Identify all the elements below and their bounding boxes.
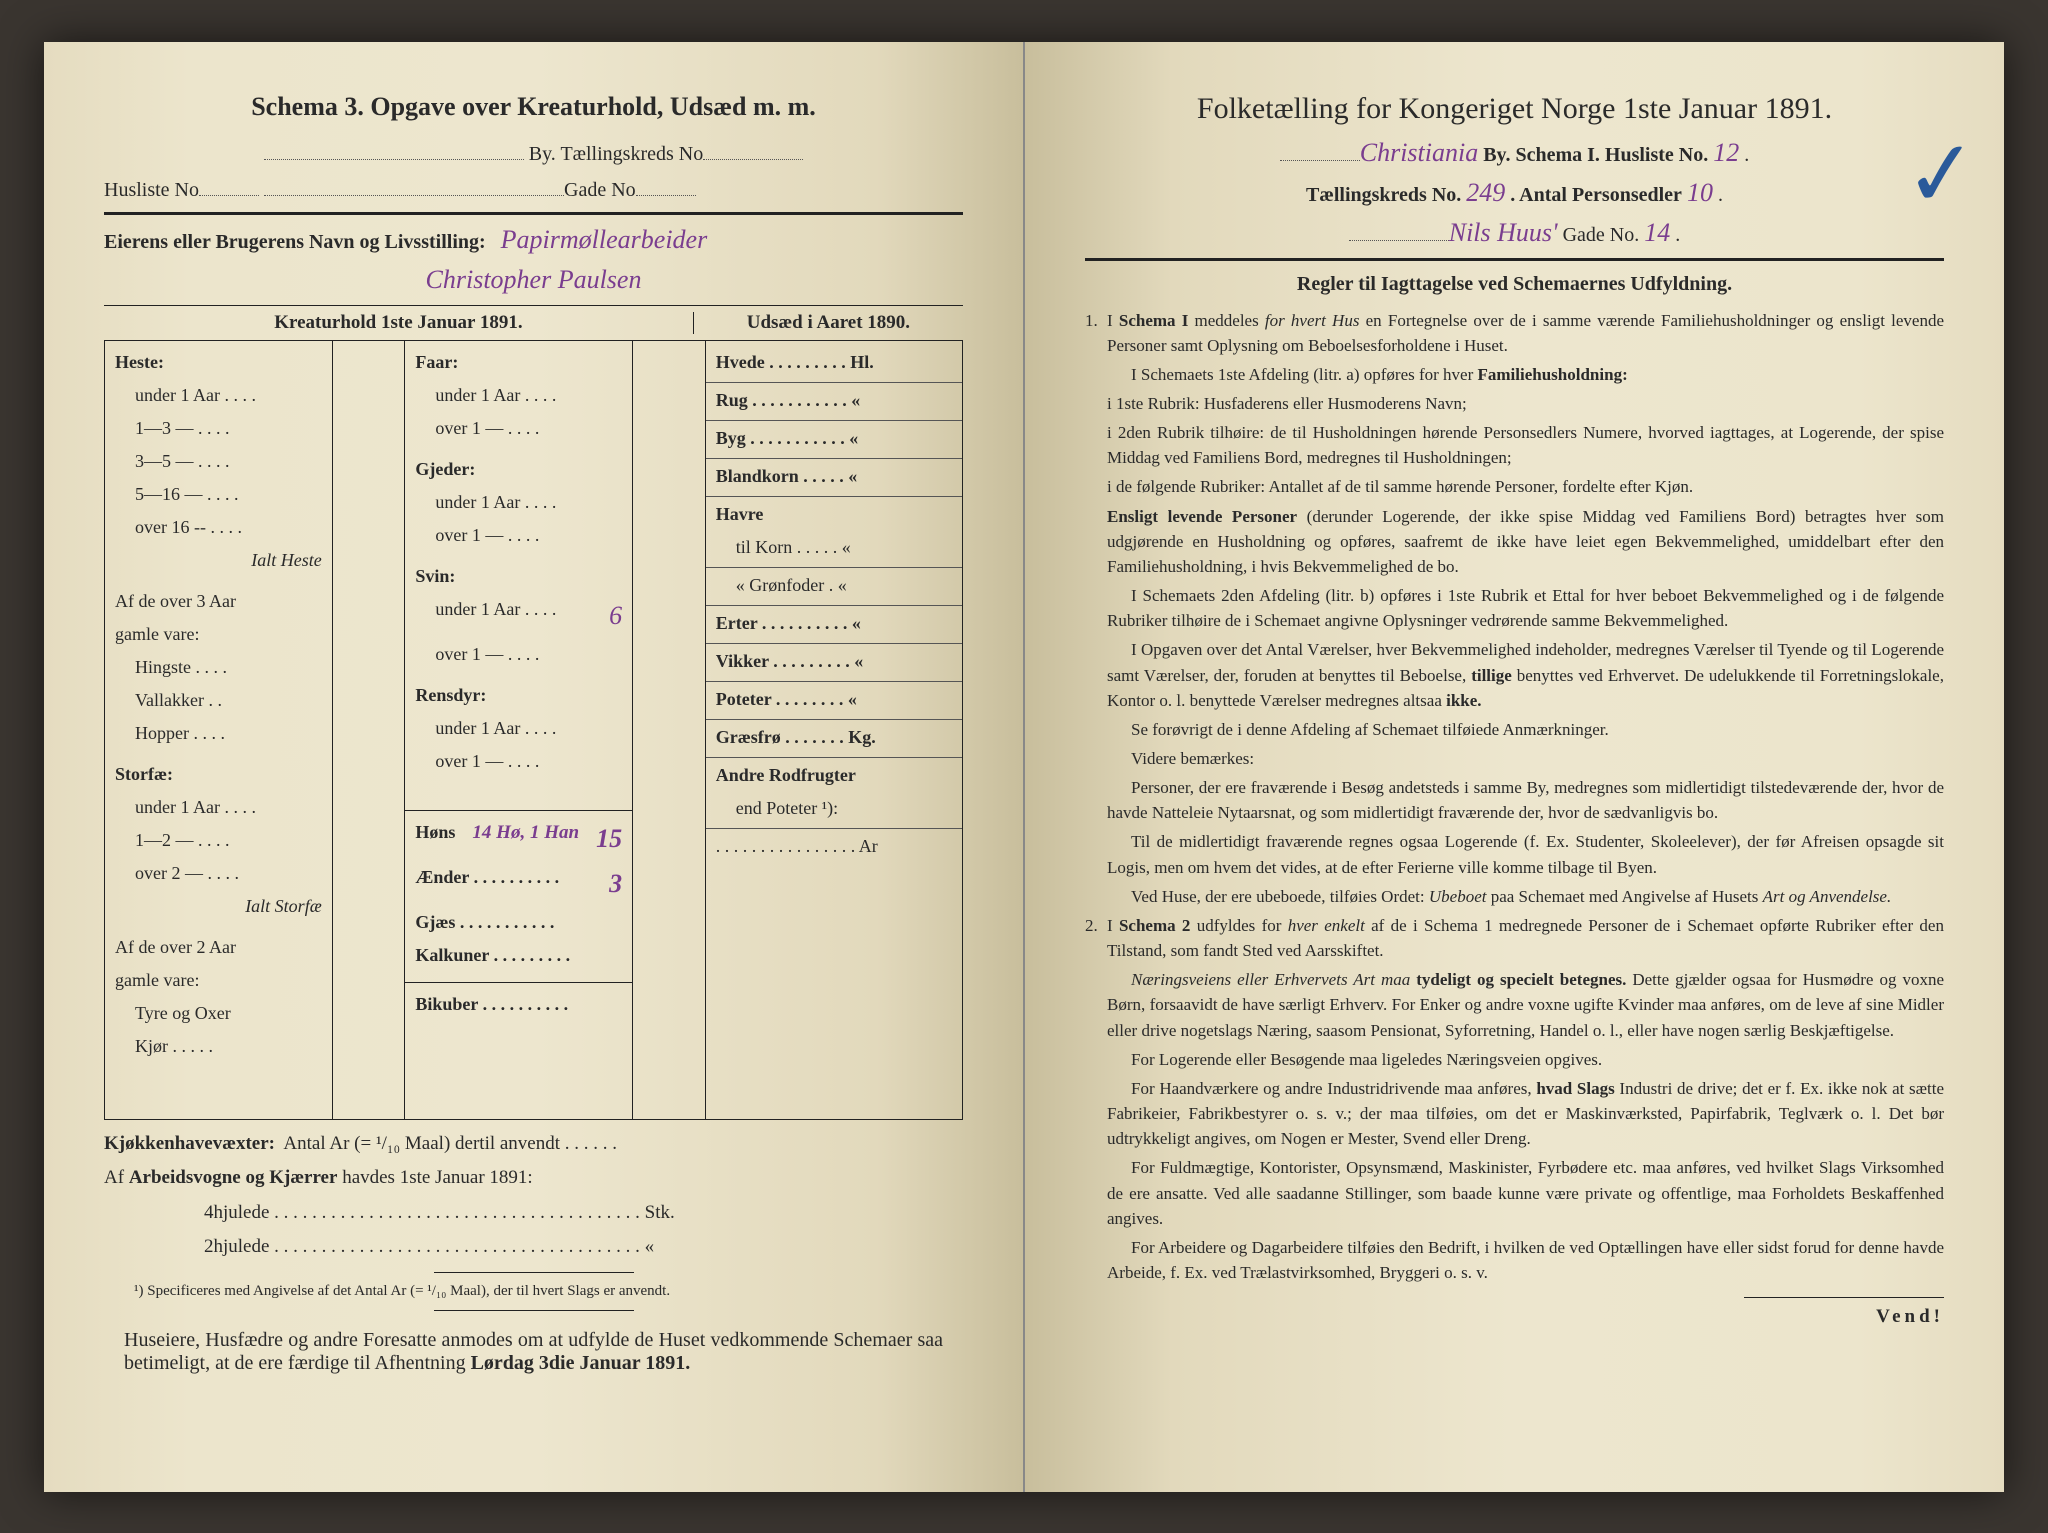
checkmark-icon: ✓ [1899,118,1983,229]
bottom-instruction: Huseiere, Husfædre og andre Foresatte an… [104,1329,963,1375]
schema3-title: Schema 3. Opgave over Kreaturhold, Udsæd… [104,92,963,122]
hw-tk-no: 249 [1466,178,1505,207]
hw-street: Nils Huus' [1449,218,1558,247]
city-line: Christiania By. Schema I. Husliste No. 1… [1085,138,1944,168]
col-heste-storfae: Heste: under 1 Aar . . . . 1—3 — . . . .… [105,341,333,1119]
hw-occupation: Papirmøllearbeider [501,225,708,255]
census-title: Folketælling for Kongeriget Norge 1ste J… [1085,92,1944,126]
hw-svin-count: 6 [609,596,622,635]
vend-label: Vend! [1085,1306,1944,1328]
gade-line: Nils Huus' Gade No. 14 . [1085,218,1944,248]
hw-name: Christopher Paulsen [426,265,642,294]
col-blank1 [333,341,406,1119]
hw-antal: 10 [1687,178,1713,207]
tk-line: Tællingskreds No. 249 . Antal Personsedl… [1085,178,1944,208]
husliste-line: Husliste No Gade No [104,176,963,202]
col-blank2 [633,341,706,1119]
col-udsaed: Hvede . . . . . . . . . Hl. Rug . . . . … [706,341,962,1119]
rules-heading: Regler til Iagttagelse ved Schemaernes U… [1085,273,1944,296]
livestock-table: Heste: under 1 Aar . . . . 1—3 — . . . .… [104,340,963,1120]
kjokken-line: Kjøkkenhavevæxter: Antal Ar (= ¹/₁₀ Maal… [104,1130,963,1159]
page-right-schema1: ✓ Folketælling for Kongeriget Norge 1ste… [1025,42,2004,1492]
col-faar-etc: Faar: under 1 Aar . . . . over 1 — . . .… [405,341,633,1119]
hw-hons-note: 14 Hø, 1 Han [472,819,579,858]
owner-line: Eierens eller Brugerens Navn og Livsstil… [104,225,963,255]
columns-header: Kreaturhold 1ste Januar 1891. Udsæd i Aa… [104,312,963,334]
rules-body: 1. I Schema I meddeles for hvert Hus en … [1085,308,1944,1290]
by-line: By. Tællingskreds No [104,140,963,166]
hw-husliste-no: 12 [1713,138,1739,167]
hw-hons-count: 15 [596,819,622,858]
hw-gade-no: 14 [1644,218,1670,247]
hw-aender-count: 3 [609,864,622,903]
hw-name-row: Christopher Paulsen [104,265,963,295]
footnote: ¹) Specificeres med Angivelse af det Ant… [104,1283,963,1300]
census-book: Schema 3. Opgave over Kreaturhold, Udsæd… [44,42,2004,1492]
page-left-schema3: Schema 3. Opgave over Kreaturhold, Udsæd… [44,42,1025,1492]
aender-label: Ænder . . . . . . . . . . [415,864,559,903]
hw-city: Christiania [1360,138,1478,167]
arbeidsvogne-line: Af Arbeidsvogne og Kjærrer havdes 1ste J… [104,1164,963,1193]
